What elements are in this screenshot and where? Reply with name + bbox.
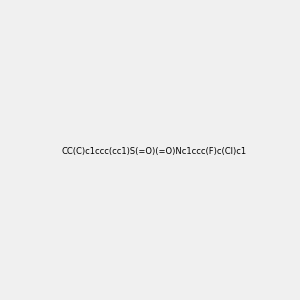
Text: CC(C)c1ccc(cc1)S(=O)(=O)Nc1ccc(F)c(Cl)c1: CC(C)c1ccc(cc1)S(=O)(=O)Nc1ccc(F)c(Cl)c1 [61,147,246,156]
